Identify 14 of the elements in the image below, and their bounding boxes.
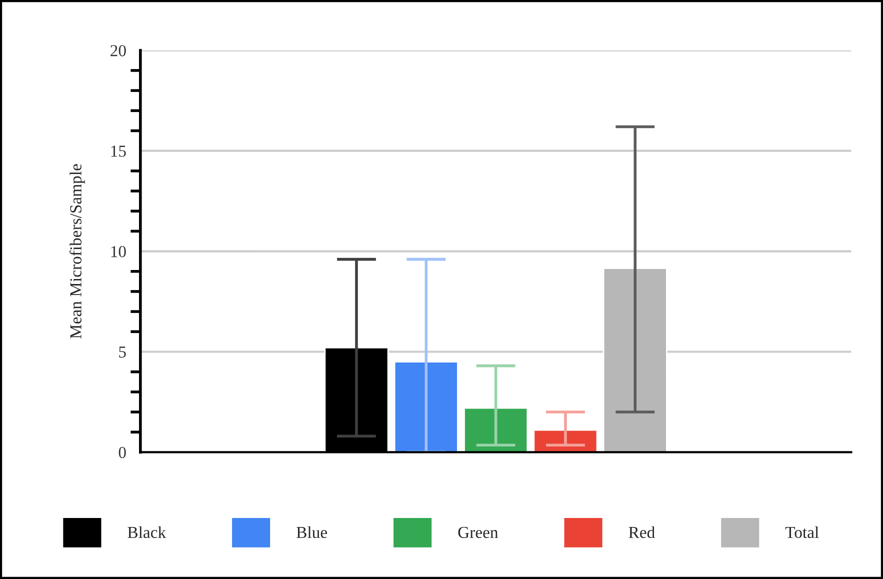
- y-tick-label: 0: [118, 446, 126, 458]
- bar: [602, 268, 668, 452]
- legend-label: Red: [628, 526, 655, 538]
- bar: [464, 407, 528, 452]
- legend-label: Black: [128, 526, 166, 538]
- legend-label: Total: [785, 526, 819, 538]
- y-tick-label: 20: [110, 45, 126, 56]
- y-tick-label: 10: [111, 246, 126, 258]
- y-axis-title: Mean Microfibers/Sample: [70, 164, 85, 339]
- legend-label: Green: [458, 526, 498, 538]
- legend-label: Blue: [296, 526, 327, 538]
- bar: [394, 361, 458, 452]
- y-tick-label: 15: [111, 146, 126, 157]
- y-tick-label: 5: [119, 346, 126, 358]
